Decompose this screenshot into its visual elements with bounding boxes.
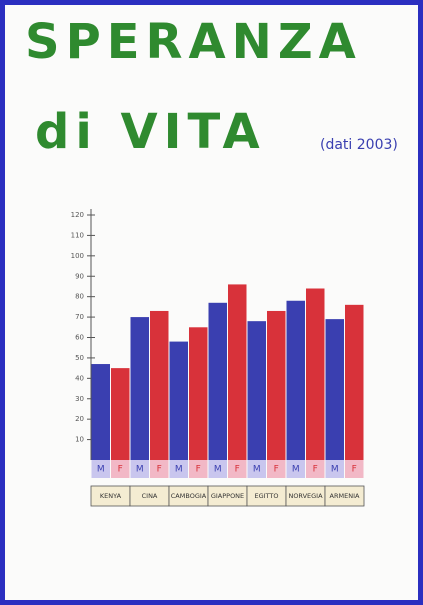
series-label: F [235,465,240,475]
series-label: M [331,465,339,475]
bar [306,288,325,460]
y-tick-label: 90 [75,272,84,280]
x-tick-label: KENYA [100,492,122,500]
series-cell [267,460,286,478]
series-cell [345,460,364,478]
x-tick-label: EGITTO [254,492,278,500]
chart-title: SPERANZA [25,14,362,70]
series-label: M [214,465,222,475]
bar [150,310,169,460]
series-label: F [196,465,201,475]
y-tick-label: 60 [75,334,84,342]
series-cell [306,460,325,478]
series-cell [189,460,208,478]
series-cell [169,460,188,478]
bar [91,364,110,460]
series-cell [111,460,130,478]
chart-subtitle: (dati 2003) [320,137,398,153]
y-tick-label: 110 [71,231,84,239]
series-label: M [136,465,144,475]
chart-title: di VITA [35,104,266,160]
series-label: F [157,465,162,475]
bar [228,284,247,460]
bar [111,368,130,460]
y-tick-label: 70 [75,313,84,321]
bar [325,319,344,460]
series-cell [91,460,110,478]
series-label: M [253,465,261,475]
y-tick-label: 100 [71,252,84,260]
bar [345,304,364,460]
x-tick-label: CINA [142,492,158,500]
y-tick-label: 50 [75,354,84,362]
series-label: M [97,465,105,475]
x-tick-label: GIAPPONE [211,492,244,500]
category-cell [324,485,365,507]
bar [247,321,266,460]
y-tick-label: 10 [75,436,84,444]
series-label: M [292,465,300,475]
series-label: M [175,465,183,475]
bar [267,310,286,460]
y-tick-label: 80 [75,293,84,301]
series-label: F [352,465,357,475]
series-cell [247,460,266,478]
x-tick-label: ARMENIA [330,492,360,500]
series-cell [286,460,305,478]
series-cell [130,460,149,478]
bar [286,300,305,460]
series-label: F [313,465,318,475]
series-cell [325,460,344,478]
bar [130,317,149,460]
series-cell [228,460,247,478]
series-cell [208,460,227,478]
series-cell [150,460,169,478]
y-tick-label: 20 [75,415,84,423]
x-tick-label: NORVEGIA [288,492,323,500]
series-label: F [274,465,279,475]
y-tick-label: 120 [71,211,84,219]
bar [208,302,227,460]
paper [5,5,418,600]
x-tick-label: CAMBOGIA [171,492,207,500]
y-tick-label: 40 [75,374,84,382]
bar [189,327,208,460]
bar [169,341,188,460]
y-tick-label: 30 [75,395,84,403]
series-label: F [118,465,123,475]
